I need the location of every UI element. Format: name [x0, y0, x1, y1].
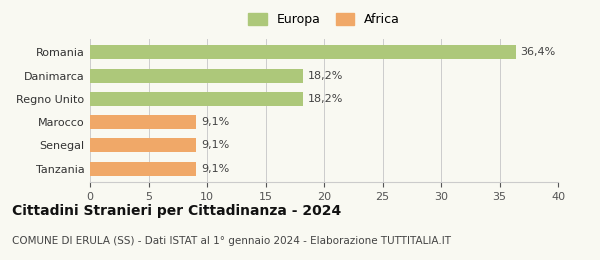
- Text: 9,1%: 9,1%: [201, 140, 229, 150]
- Bar: [90, 46, 516, 60]
- Text: 9,1%: 9,1%: [201, 164, 229, 173]
- Text: 18,2%: 18,2%: [308, 71, 343, 81]
- Bar: [90, 115, 196, 129]
- Text: 9,1%: 9,1%: [201, 117, 229, 127]
- Text: COMUNE DI ERULA (SS) - Dati ISTAT al 1° gennaio 2024 - Elaborazione TUTTITALIA.I: COMUNE DI ERULA (SS) - Dati ISTAT al 1° …: [12, 236, 451, 246]
- Bar: [90, 138, 196, 152]
- Bar: [90, 92, 303, 106]
- Text: 18,2%: 18,2%: [308, 94, 343, 104]
- Legend: Europa, Africa: Europa, Africa: [244, 9, 404, 30]
- Text: Cittadini Stranieri per Cittadinanza - 2024: Cittadini Stranieri per Cittadinanza - 2…: [12, 204, 341, 218]
- Bar: [90, 69, 303, 83]
- Text: 36,4%: 36,4%: [521, 48, 556, 57]
- Bar: [90, 161, 196, 176]
